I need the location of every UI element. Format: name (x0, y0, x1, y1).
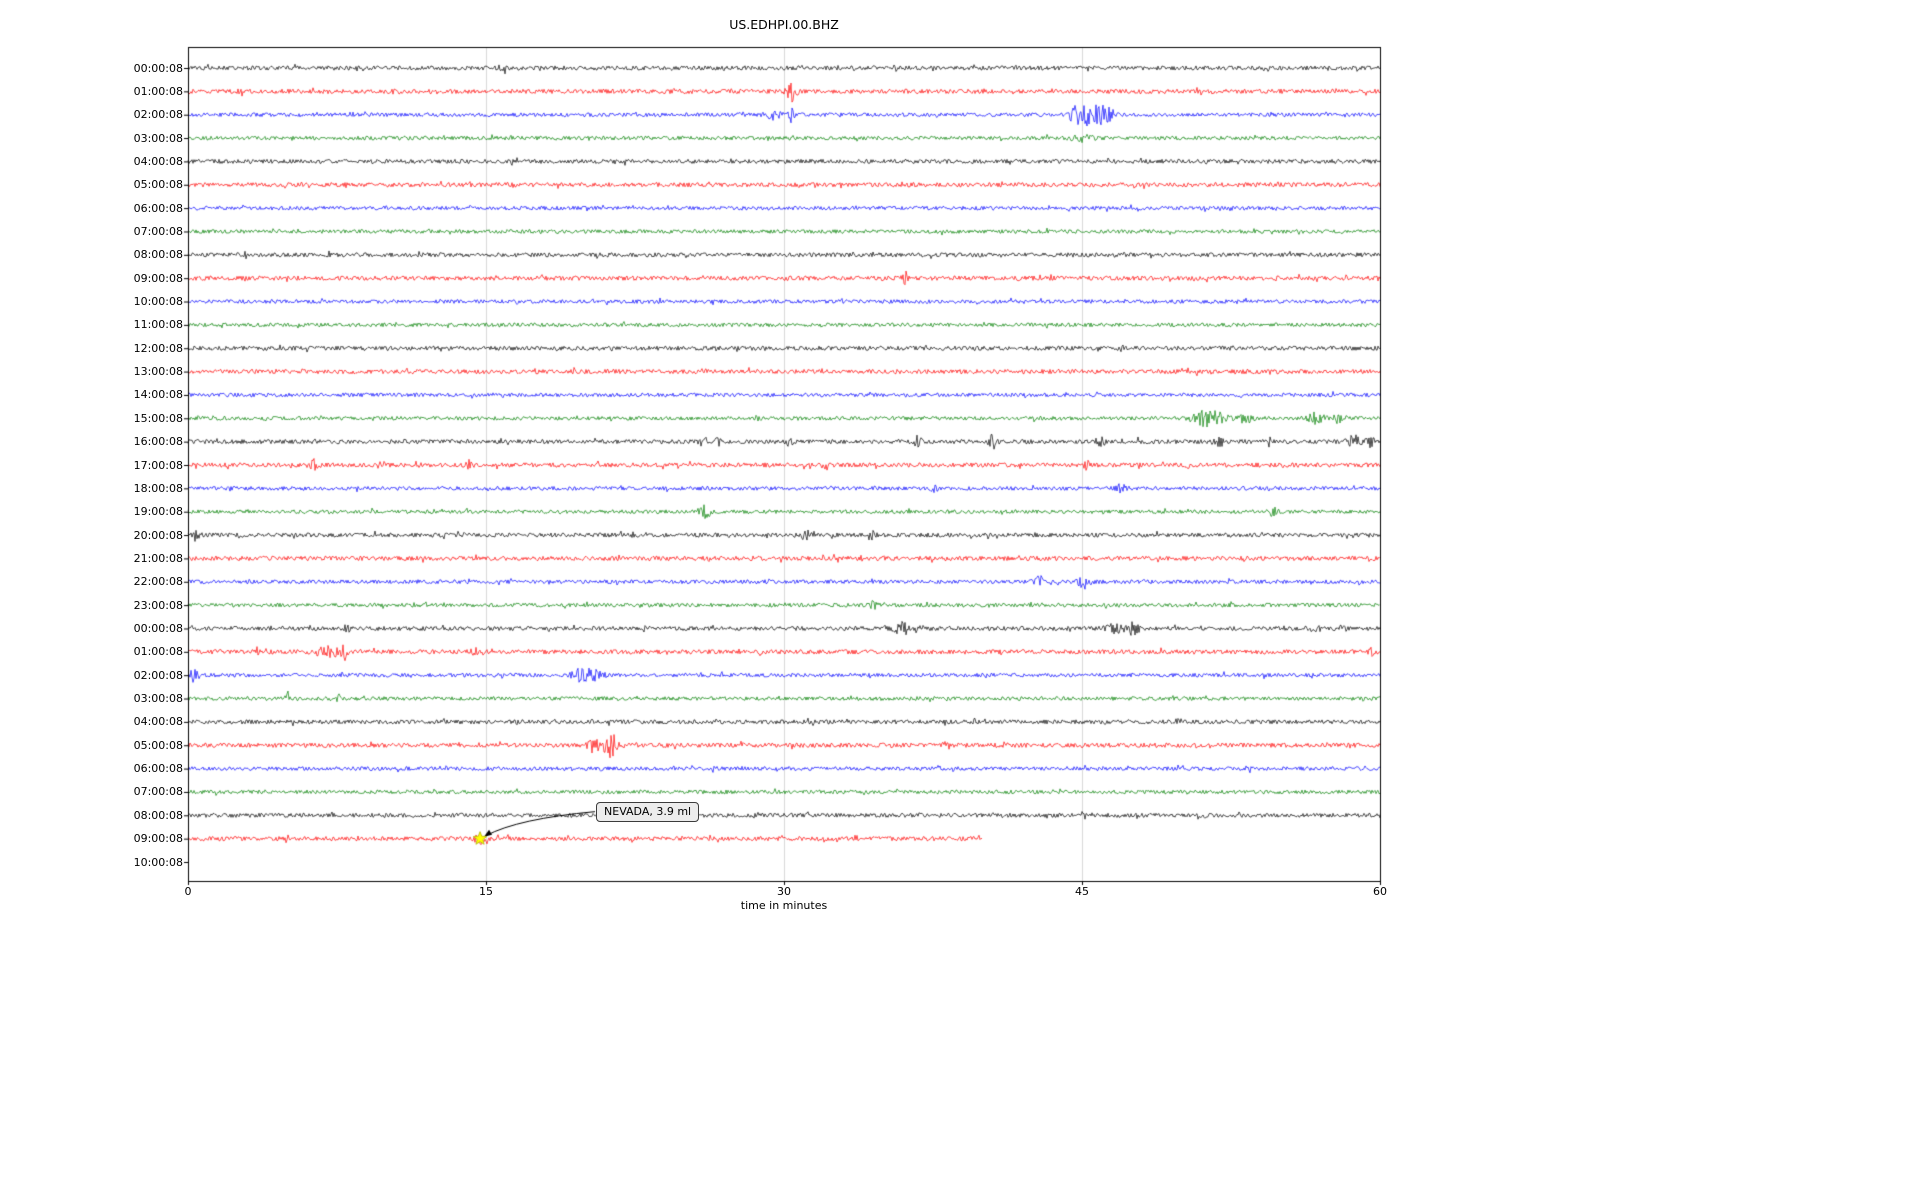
event-annotation: NEVADA, 3.9 ml (596, 801, 700, 822)
x-axis-label: time in minutes (740, 899, 828, 912)
